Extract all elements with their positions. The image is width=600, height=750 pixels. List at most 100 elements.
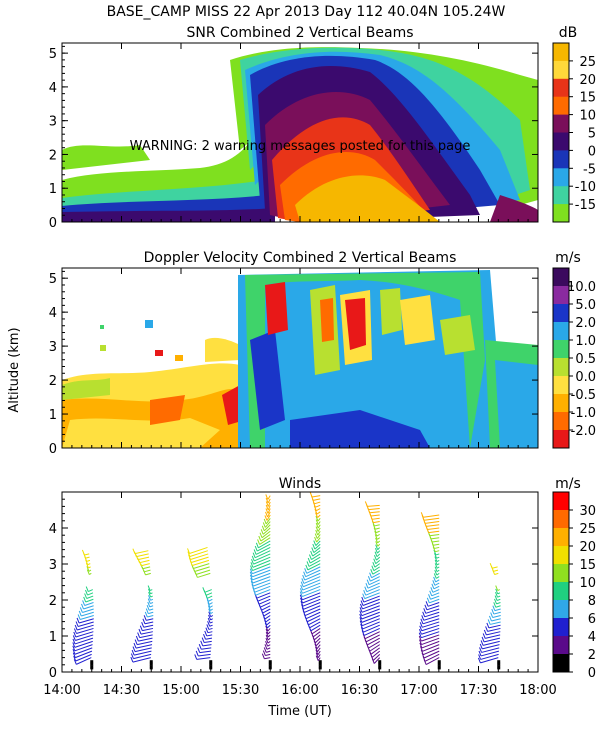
wind-barb: [428, 530, 440, 534]
wind-barb-flag: [195, 650, 199, 657]
wind-barb-flag: [299, 591, 303, 597]
wind-barb: [492, 566, 498, 569]
panel1-xaxis: [61, 43, 539, 222]
wind-barb: [208, 598, 213, 602]
wind-barb: [142, 627, 154, 632]
wind-barb: [483, 637, 501, 643]
wind-barb: [365, 589, 380, 596]
wind-barb-ground: [149, 660, 153, 663]
colorbar-swatch: [553, 340, 569, 359]
wind-barb: [134, 647, 152, 653]
wind-barb-flag: [74, 624, 78, 631]
wind-barb: [311, 553, 321, 560]
wind-barb-flag: [208, 608, 212, 614]
wind-barb-ground: [149, 665, 153, 668]
wind-barb: [305, 611, 321, 620]
wind-barb: [74, 647, 93, 655]
wind-barb: [146, 618, 154, 621]
wind-barb: [424, 653, 440, 662]
panel1-title: SNR Combined 2 Vertical Beams: [186, 25, 413, 41]
wind-barb: [74, 644, 93, 652]
wind-barb-ground: [90, 662, 94, 664]
wind-barb: [255, 589, 271, 596]
x-tick-label: 14:30: [103, 683, 140, 698]
wind-barb-ground: [378, 662, 382, 664]
wind-barb: [373, 657, 381, 664]
wind-barb-ground: [209, 663, 213, 666]
x-tick-label: 17:00: [400, 683, 437, 698]
wind-barb-flag: [315, 652, 319, 658]
colorbar-swatch: [553, 96, 569, 116]
wind-barb: [310, 624, 321, 632]
colorbar-label: 10: [579, 576, 596, 591]
wind-barb: [303, 579, 321, 588]
wind-barb: [486, 631, 501, 636]
wind-barb: [434, 582, 440, 586]
y-tick-label: 5: [49, 47, 57, 62]
wind-barb-flag: [310, 550, 314, 557]
colorbar-swatch: [553, 322, 569, 341]
wind-barb-flag: [147, 585, 151, 591]
wind-barb: [362, 602, 380, 610]
wind-barb-flag: [85, 562, 89, 569]
wind-barb-flag: [148, 588, 151, 594]
wind-barb: [205, 592, 213, 596]
wind-barb-flag: [138, 628, 142, 635]
wind-barb: [373, 521, 380, 524]
wind-barb-flag: [422, 611, 426, 618]
wind-barb: [375, 560, 381, 565]
wind-barb: [264, 615, 271, 620]
wind-barb-flag: [433, 573, 437, 579]
colorbar-label: 4: [588, 630, 596, 645]
wind-barb: [209, 605, 213, 608]
panel2-xaxis: [61, 268, 539, 448]
wind-barb: [424, 611, 440, 618]
wind-barb: [496, 598, 501, 601]
y-tick-label: 0: [49, 666, 57, 681]
wind-barb-flag: [144, 611, 148, 618]
x-tick-label: 15:30: [222, 683, 259, 698]
wind-barb: [265, 618, 271, 623]
wind-barb: [367, 504, 380, 507]
wind-barb: [252, 569, 271, 578]
wind-barb: [427, 527, 440, 530]
wind-barb: [267, 508, 271, 514]
wind-barb-flag: [486, 622, 490, 629]
panel2-colorbar: 10.0 5.0 2.0 1.0 0.5 0.0 -0.5 -1.0 -2.0: [552, 267, 596, 449]
wind-barb: [421, 624, 440, 632]
wind-barb: [309, 621, 321, 629]
y-tick-label: 3: [49, 115, 57, 130]
wind-barb-flag: [300, 600, 304, 607]
wind-barb-flag: [265, 497, 269, 504]
wind-barb-flag: [300, 581, 304, 587]
wind-barb: [148, 611, 154, 615]
wind-barb-flag: [251, 583, 255, 590]
wind-barb: [316, 644, 321, 650]
wind-barb: [302, 598, 321, 607]
wind-barb: [193, 563, 210, 569]
wind-barb: [314, 543, 321, 550]
wind-barb-flag: [77, 614, 81, 620]
wind-barb-flag: [495, 588, 499, 595]
wind-barb: [316, 534, 321, 539]
wind-barb-flag: [263, 647, 267, 653]
wind-barb: [423, 615, 440, 621]
wind-barb-flag: [361, 596, 365, 603]
wind-barb-flag: [261, 653, 265, 659]
wind-barb: [422, 618, 440, 625]
wind-barb-flag: [145, 608, 149, 614]
wind-barb-flag: [362, 593, 366, 599]
wind-barb-flag: [487, 619, 491, 625]
wind-barb-flag: [315, 519, 319, 525]
wind-barb-flag: [262, 522, 266, 528]
wind-barb-flag: [262, 650, 266, 656]
wind-barb-flag: [132, 548, 136, 554]
wind-barb-ground: [318, 665, 322, 668]
colorbar-swatch: [553, 268, 569, 287]
wind-barb-flag: [250, 580, 254, 587]
wind-barb: [365, 634, 380, 643]
colorbar-swatch: [553, 186, 569, 205]
wind-barb-flag: [479, 647, 483, 653]
wind-barb-flag: [137, 632, 141, 638]
wind-barb: [263, 611, 271, 617]
